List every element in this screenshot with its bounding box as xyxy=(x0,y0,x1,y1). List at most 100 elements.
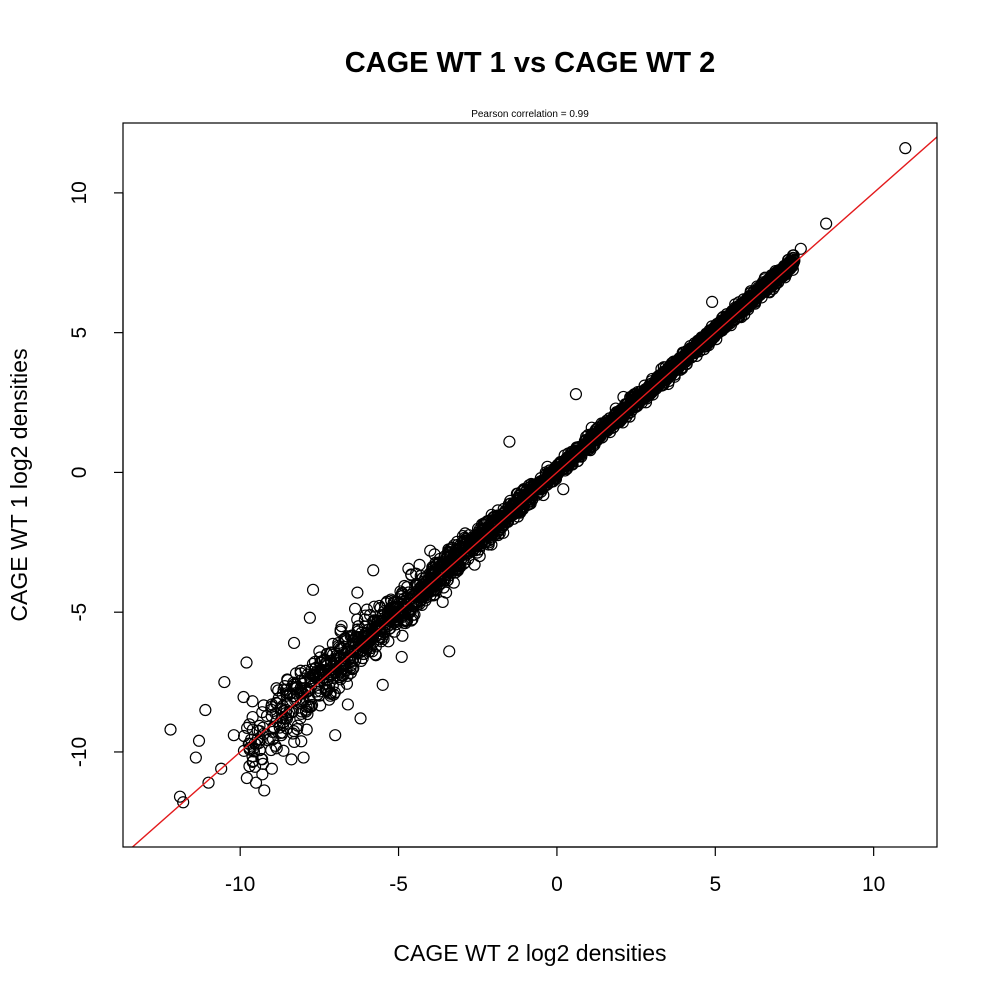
data-point-dense xyxy=(487,525,500,539)
data-point-dense xyxy=(453,560,466,573)
data-point xyxy=(585,421,598,434)
data-point xyxy=(341,698,354,711)
data-point xyxy=(319,684,332,697)
points-layer xyxy=(164,142,912,809)
data-point xyxy=(617,390,630,404)
data-point-dense xyxy=(630,399,643,412)
data-point xyxy=(249,776,263,789)
data-point xyxy=(899,142,912,155)
data-point xyxy=(351,586,364,599)
data-point-dense xyxy=(735,306,748,319)
data-point-dense xyxy=(585,435,598,449)
data-point-dense xyxy=(535,480,548,493)
data-point xyxy=(579,443,592,457)
data-point xyxy=(661,371,674,384)
x-tick-label: 5 xyxy=(709,873,721,896)
data-point-dense xyxy=(369,648,382,661)
x-tick-label: -5 xyxy=(389,873,408,896)
data-point xyxy=(246,723,259,736)
data-point xyxy=(354,712,367,725)
data-point xyxy=(439,586,453,599)
data-point xyxy=(306,583,320,596)
data-point-dense xyxy=(281,674,294,687)
data-point xyxy=(794,242,807,255)
data-point-dense xyxy=(256,753,269,766)
y-tick-label: 5 xyxy=(68,327,91,339)
data-point-dense xyxy=(305,663,319,676)
data-point xyxy=(389,600,402,613)
data-point xyxy=(265,698,278,711)
data-point xyxy=(329,729,342,742)
data-point-dense xyxy=(304,680,317,693)
x-axis: -10 -5 0 5 10 xyxy=(225,846,885,896)
data-point xyxy=(446,541,459,555)
data-point-dense xyxy=(237,690,250,704)
data-point-dense xyxy=(504,505,517,518)
data-point-dense xyxy=(584,434,597,447)
data-point xyxy=(376,678,389,691)
x-tick-label: -10 xyxy=(225,873,255,896)
data-point-dense xyxy=(253,724,266,738)
data-point xyxy=(227,729,240,742)
data-point-dense xyxy=(288,735,301,749)
data-point-dense xyxy=(279,706,293,720)
data-point-dense xyxy=(344,666,358,679)
data-point-dense xyxy=(277,705,290,718)
data-point xyxy=(300,723,313,736)
data-point-dense xyxy=(471,546,484,559)
data-point-dense xyxy=(444,558,457,572)
data-point-dense xyxy=(256,706,269,719)
data-point xyxy=(642,382,655,395)
data-point-dense xyxy=(289,694,302,707)
data-point xyxy=(443,645,456,658)
data-point-dense xyxy=(401,607,415,621)
data-point-dense xyxy=(301,707,314,721)
data-point xyxy=(715,318,728,331)
data-point xyxy=(265,762,278,775)
data-point-dense xyxy=(416,572,429,585)
data-point xyxy=(601,424,614,437)
data-point-dense xyxy=(327,653,341,666)
data-point-dense xyxy=(389,618,403,631)
data-point xyxy=(189,751,202,764)
data-point xyxy=(202,776,215,789)
y-axis: -10 -5 0 5 10 xyxy=(68,181,124,767)
data-point-dense xyxy=(397,599,411,613)
data-point xyxy=(332,639,345,652)
data-point-dense xyxy=(306,668,319,682)
data-point-dense xyxy=(296,687,310,700)
data-point xyxy=(395,650,408,664)
data-point-dense xyxy=(242,737,255,750)
data-point-dense xyxy=(616,411,630,424)
data-point-dense xyxy=(408,608,421,621)
data-point xyxy=(569,388,583,401)
data-point-dense xyxy=(758,285,771,299)
data-point-dense xyxy=(564,451,577,464)
data-point xyxy=(275,729,288,742)
data-point-dense xyxy=(763,286,776,299)
data-point xyxy=(503,435,516,448)
data-point-dense xyxy=(788,254,801,268)
data-point-dense xyxy=(516,503,529,516)
data-point-dense xyxy=(729,305,742,318)
data-point xyxy=(164,723,177,736)
data-point-dense xyxy=(649,378,662,391)
data-point xyxy=(313,645,326,658)
data-point xyxy=(363,608,377,622)
data-point-dense xyxy=(681,352,694,366)
data-point xyxy=(820,217,833,230)
data-point xyxy=(405,614,418,627)
data-point-dense xyxy=(405,568,418,581)
data-point-dense xyxy=(514,506,527,519)
data-point-dense xyxy=(479,527,493,540)
data-point-dense xyxy=(277,744,290,757)
data-point xyxy=(747,293,760,306)
data-point xyxy=(192,734,206,747)
data-point xyxy=(294,712,307,725)
data-point-dense xyxy=(565,453,578,467)
data-point-dense xyxy=(351,613,364,626)
data-point-dense xyxy=(397,613,411,627)
data-point-dense xyxy=(303,700,316,713)
data-point xyxy=(367,564,380,577)
data-point-dense xyxy=(772,267,785,281)
